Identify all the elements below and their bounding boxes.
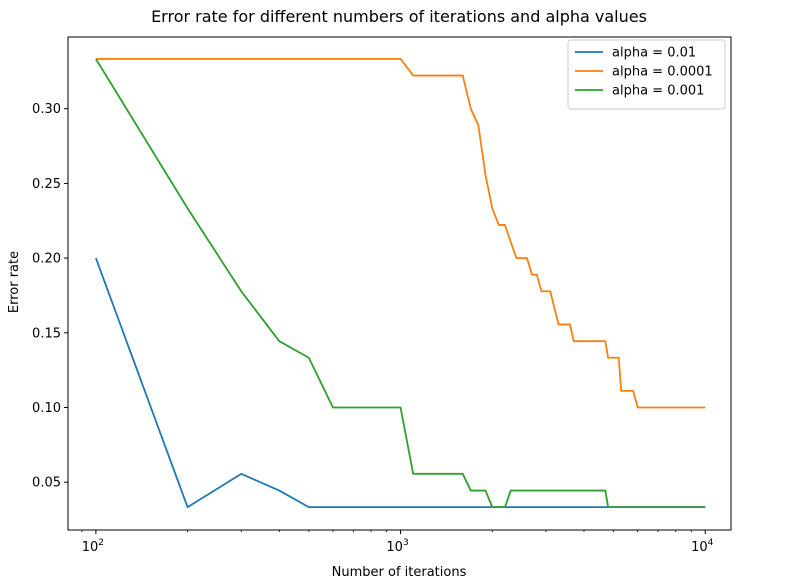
- y-tick-label-0: 0.05: [32, 476, 61, 491]
- y-axis-label: Error rate: [7, 251, 22, 313]
- x-axis: 102 103 104: [81, 530, 714, 555]
- plot-lines: [95, 58, 706, 509]
- x-tick-label-2: 104: [691, 538, 714, 555]
- y-tick-label-2: 0.15: [32, 326, 61, 341]
- y-tick-label-3: 0.20: [32, 252, 61, 267]
- legend-box: [567, 39, 726, 110]
- series-line-1: [95, 58, 706, 409]
- legend-label-1: alpha = 0.0001: [612, 65, 713, 80]
- y-tick-label-1: 0.10: [32, 401, 61, 416]
- y-axis: 0.05 0.10 0.15 0.20 0.25 0.30: [32, 102, 68, 491]
- legend-label-2: alpha = 0.001: [612, 84, 704, 99]
- series-line-2: [95, 58, 706, 509]
- plot-frame: [67, 36, 732, 531]
- y-tick-label-4: 0.25: [32, 177, 61, 192]
- x-tick-label-1: 103: [386, 538, 408, 555]
- y-tick-label-5: 0.30: [32, 102, 61, 117]
- x-tick-label-0: 102: [82, 538, 104, 555]
- legend-label-0: alpha = 0.01: [612, 46, 696, 61]
- chart-title: Error rate for different numbers of iter…: [151, 7, 647, 26]
- x-axis-label: Number of iterations: [332, 565, 467, 580]
- series-line-0: [95, 257, 706, 509]
- legend: alpha = 0.01 alpha = 0.0001 alpha = 0.001: [567, 39, 726, 110]
